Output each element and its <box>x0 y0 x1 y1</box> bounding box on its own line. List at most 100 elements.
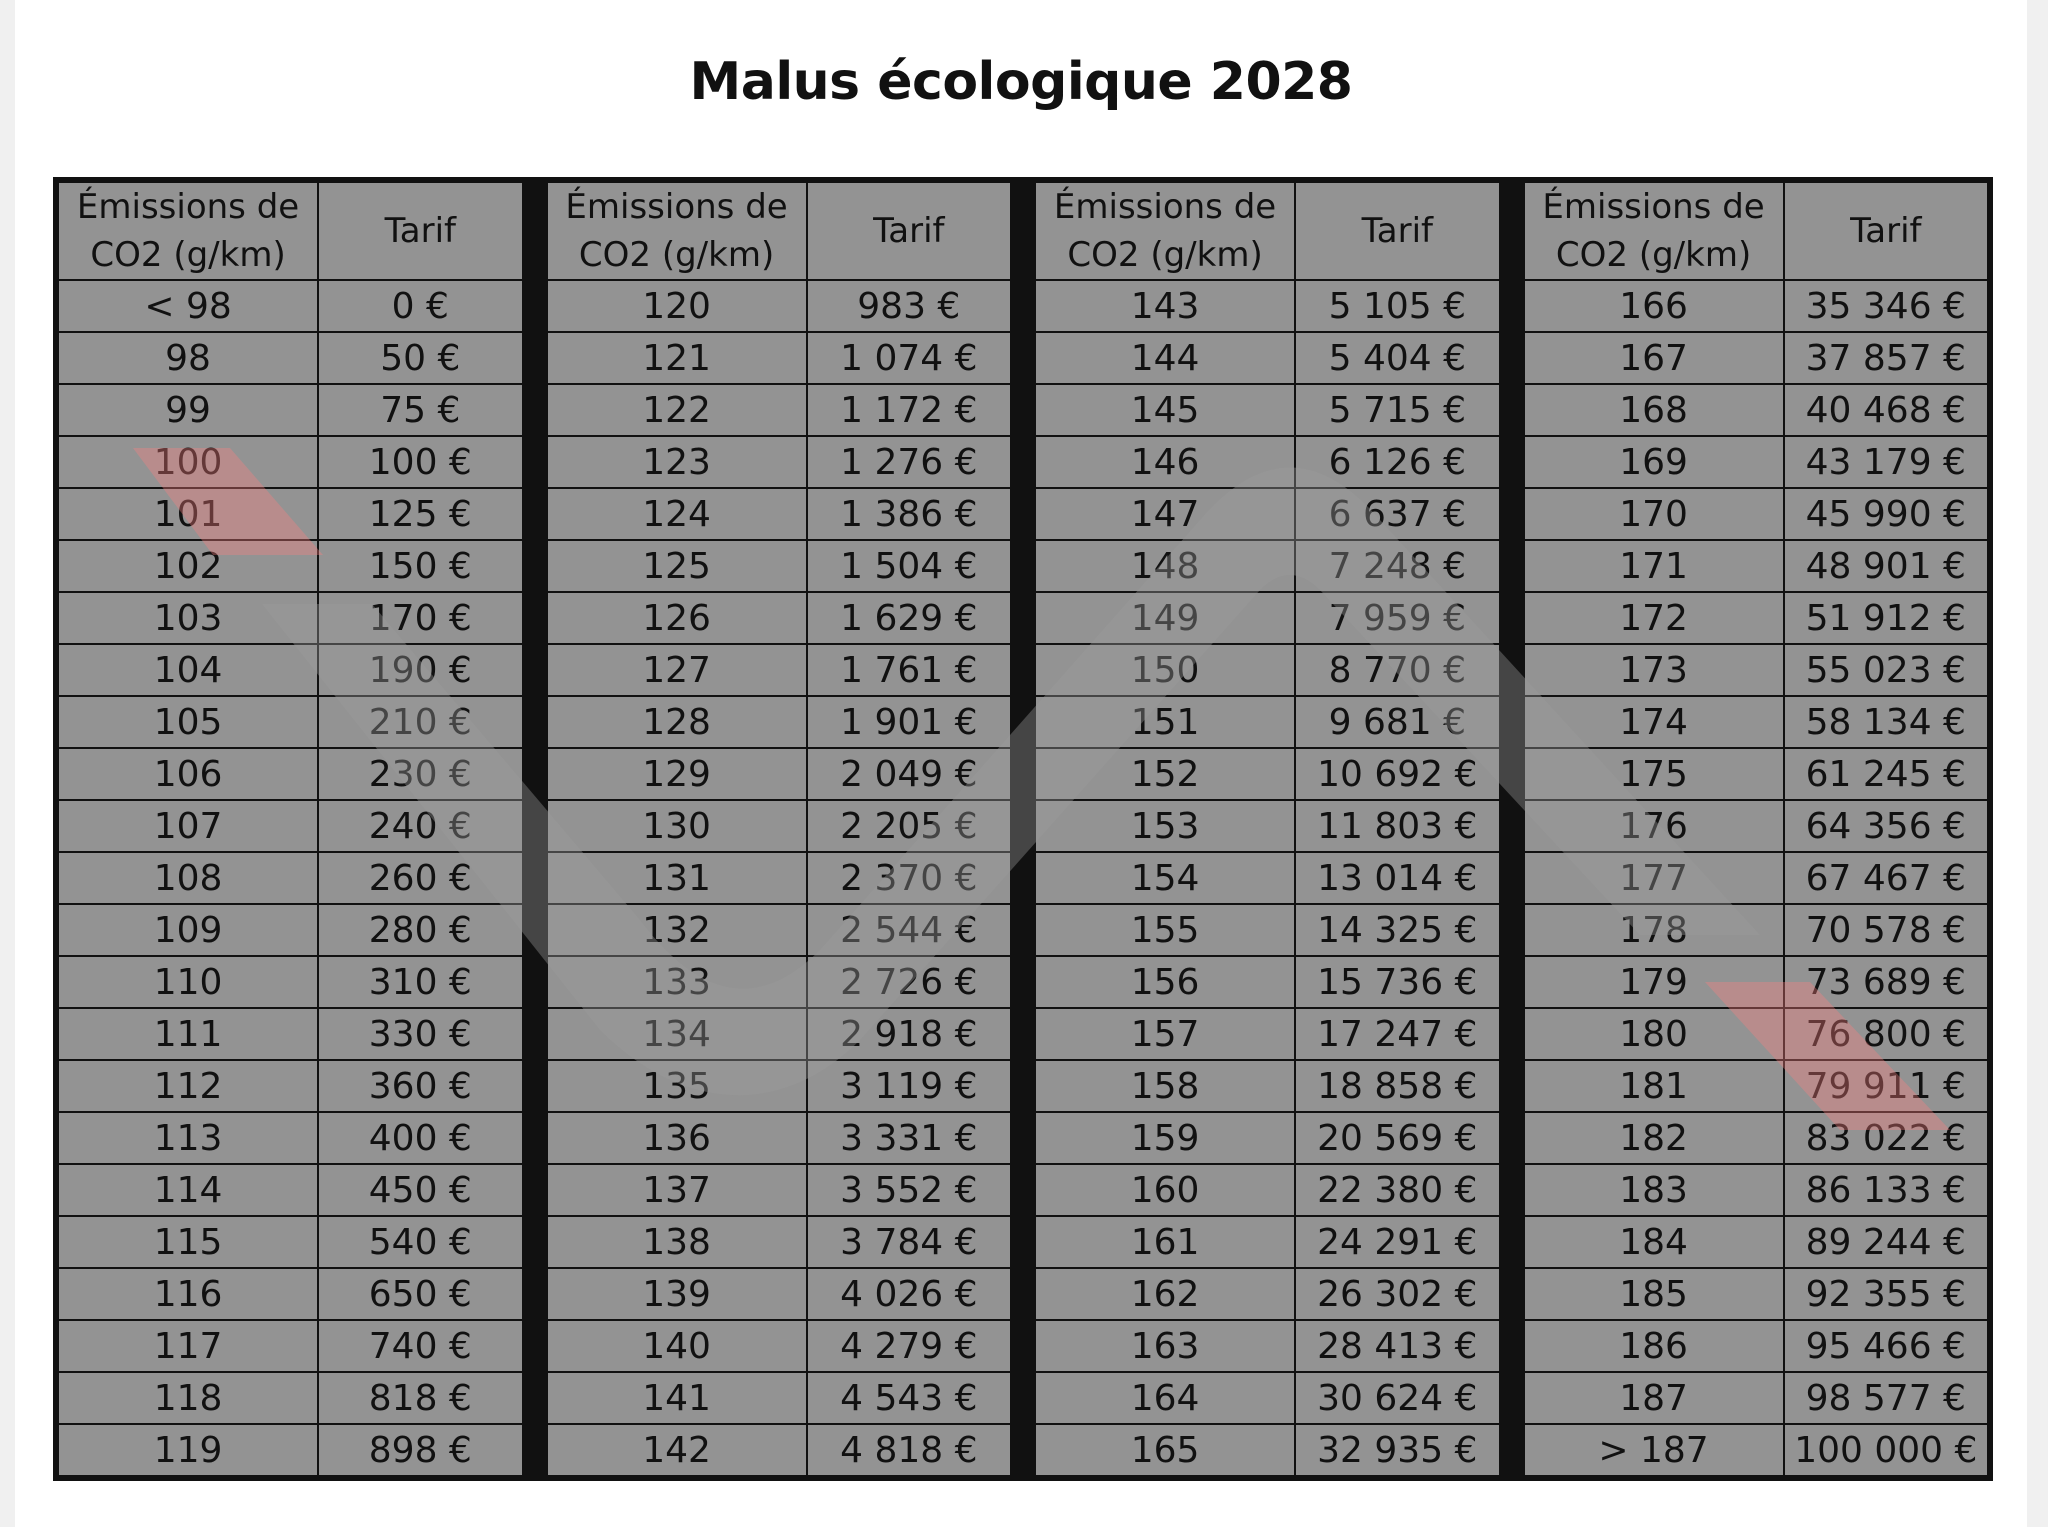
emission-cell: 102 <box>56 539 320 593</box>
header-emissions: Émissions de CO2 (g/km) <box>545 181 808 281</box>
tarif-cell: 18 858 € <box>1294 1059 1501 1113</box>
table-row: 98 50 € <box>56 331 524 385</box>
malus-table-block-3: Émissions de CO2 (g/km) Tarif 143 5 105 €14… <box>1033 181 1501 1477</box>
emission-cell: 120 <box>545 279 808 333</box>
tarif-cell: 230 € <box>317 747 524 801</box>
tarif-cell: 330 € <box>317 1007 524 1061</box>
header-tarif: Tarif <box>1294 181 1501 281</box>
tarif-cell: 2 049 € <box>805 747 1013 801</box>
emission-cell: 136 <box>545 1111 808 1165</box>
emission-cell: 158 <box>1033 1059 1297 1113</box>
emission-cell: 109 <box>56 903 320 957</box>
table-row: 166 35 346 € <box>1522 279 1990 333</box>
header-tarif: Tarif <box>1782 181 1990 281</box>
tarif-cell: 50 € <box>317 331 524 385</box>
tarif-cell: 260 € <box>317 851 524 905</box>
tarif-cell: 51 912 € <box>1782 591 1990 645</box>
emission-cell: 148 <box>1033 539 1297 593</box>
table-row: 121 1 074 € <box>545 331 1013 385</box>
emission-cell: 144 <box>1033 331 1297 385</box>
table-row: 155 14 325 € <box>1033 903 1501 957</box>
emission-cell: 163 <box>1033 1319 1297 1373</box>
table-row: 152 10 692 € <box>1033 747 1501 801</box>
header-tarif: Tarif <box>317 181 524 281</box>
tarif-cell: 20 569 € <box>1294 1111 1501 1165</box>
table-row: 154 13 014 € <box>1033 851 1501 905</box>
emission-cell: 111 <box>56 1007 320 1061</box>
table-row: 117 740 € <box>56 1319 524 1373</box>
emission-cell: 149 <box>1033 591 1297 645</box>
table-row: 151 9 681 € <box>1033 695 1501 749</box>
tarif-cell: 15 736 € <box>1294 955 1501 1009</box>
tarif-cell: 7 959 € <box>1294 591 1501 645</box>
tarif-cell: 240 € <box>317 799 524 853</box>
table-row: 102 150 € <box>56 539 524 593</box>
emission-cell: 180 <box>1522 1007 1785 1061</box>
tarif-cell: 2 918 € <box>805 1007 1013 1061</box>
table-row: 183 86 133 € <box>1522 1163 1990 1217</box>
table-row: 109 280 € <box>56 903 524 957</box>
tarif-cell: 310 € <box>317 955 524 1009</box>
emission-cell: 100 <box>56 435 320 489</box>
emission-cell: 181 <box>1522 1059 1785 1113</box>
table-row: 144 5 404 € <box>1033 331 1501 385</box>
emission-cell: 177 <box>1522 851 1785 905</box>
tarif-cell: 2 205 € <box>805 799 1013 853</box>
table-row: 184 89 244 € <box>1522 1215 1990 1269</box>
tarif-cell: 58 134 € <box>1782 695 1990 749</box>
table-row: 172 51 912 € <box>1522 591 1990 645</box>
tarif-cell: 1 172 € <box>805 383 1013 437</box>
table-row: 113 400 € <box>56 1111 524 1165</box>
table-row: 134 2 918 € <box>545 1007 1013 1061</box>
table-row: 124 1 386 € <box>545 487 1013 541</box>
header-emissions: Émissions de CO2 (g/km) <box>1033 181 1297 281</box>
table-row: 146 6 126 € <box>1033 435 1501 489</box>
table-row: 165 32 935 € <box>1033 1423 1501 1477</box>
tarif-cell: 86 133 € <box>1782 1163 1990 1217</box>
emission-cell: 116 <box>56 1267 320 1321</box>
tarif-cell: 73 689 € <box>1782 955 1990 1009</box>
tarif-cell: 6 126 € <box>1294 435 1501 489</box>
emission-cell: 114 <box>56 1163 320 1217</box>
table-row: 132 2 544 € <box>545 903 1013 957</box>
emission-cell: 124 <box>545 487 808 541</box>
emission-cell: 151 <box>1033 695 1297 749</box>
emission-cell: 127 <box>545 643 808 697</box>
emission-cell: 176 <box>1522 799 1785 853</box>
emission-cell: 128 <box>545 695 808 749</box>
table-row: 153 11 803 € <box>1033 799 1501 853</box>
tarif-cell: 190 € <box>317 643 524 697</box>
emission-cell: 143 <box>1033 279 1297 333</box>
tarif-cell: 55 023 € <box>1782 643 1990 697</box>
page-title: Malus écologique 2028 <box>689 52 1354 112</box>
tarif-cell: 360 € <box>317 1059 524 1113</box>
emission-cell: 173 <box>1522 643 1785 697</box>
tarif-cell: 5 404 € <box>1294 331 1501 385</box>
table-row: 133 2 726 € <box>545 955 1013 1009</box>
tarif-cell: 150 € <box>317 539 524 593</box>
emission-cell: 141 <box>545 1371 808 1425</box>
tarif-cell: 1 761 € <box>805 643 1013 697</box>
table-row: 180 76 800 € <box>1522 1007 1990 1061</box>
table-row: 118 818 € <box>56 1371 524 1425</box>
table-row: 162 26 302 € <box>1033 1267 1501 1321</box>
emission-cell: 135 <box>545 1059 808 1113</box>
table-row: 163 28 413 € <box>1033 1319 1501 1373</box>
tarif-cell: 4 818 € <box>805 1423 1013 1477</box>
table-row: 129 2 049 € <box>545 747 1013 801</box>
tarif-cell: 5 105 € <box>1294 279 1501 333</box>
table-row: 130 2 205 € <box>545 799 1013 853</box>
emission-cell: 152 <box>1033 747 1297 801</box>
table-row: 106 230 € <box>56 747 524 801</box>
header-tarif: Tarif <box>805 181 1013 281</box>
header-emissions: Émissions de CO2 (g/km) <box>56 181 320 281</box>
tarif-cell: 35 346 € <box>1782 279 1990 333</box>
header-row: Émissions de CO2 (g/km) Tarif <box>545 181 1013 281</box>
table-row: 110 310 € <box>56 955 524 1009</box>
emission-cell: 187 <box>1522 1371 1785 1425</box>
table-row: 145 5 715 € <box>1033 383 1501 437</box>
table-row: 177 67 467 € <box>1522 851 1990 905</box>
emission-cell: 98 <box>56 331 320 385</box>
table-row: 147 6 637 € <box>1033 487 1501 541</box>
emission-cell: 146 <box>1033 435 1297 489</box>
